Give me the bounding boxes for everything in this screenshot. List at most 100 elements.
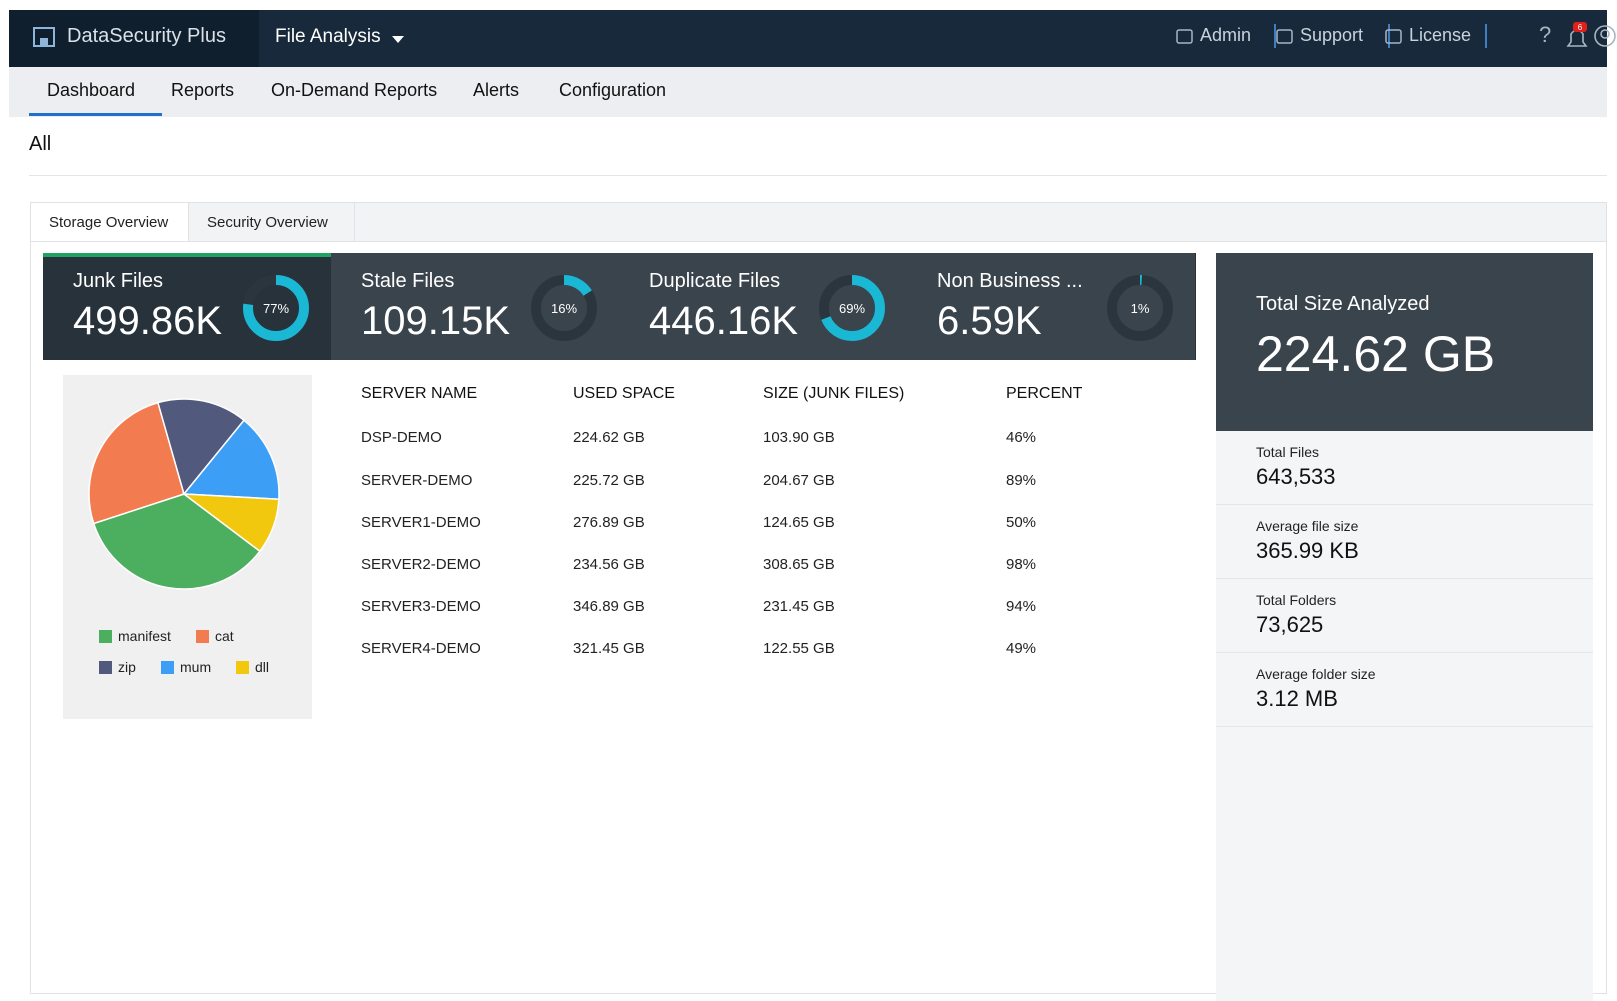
table-cell: 122.55 GB bbox=[763, 640, 835, 657]
table-cell: 98% bbox=[1006, 556, 1037, 573]
table-cell: 231.45 GB bbox=[763, 598, 835, 615]
donut-label: 69% bbox=[839, 301, 865, 316]
legend-label: mum bbox=[180, 659, 211, 675]
donut-arc bbox=[819, 275, 885, 341]
badge-count: 6 bbox=[1578, 23, 1583, 32]
legend-swatch bbox=[236, 661, 249, 674]
bell-shape bbox=[1566, 29, 1588, 47]
table-header: SIZE (JUNK FILES) bbox=[763, 385, 905, 402]
active-tab-indicator bbox=[29, 113, 162, 116]
summary-value: 224.62 GB bbox=[1256, 326, 1496, 382]
table-cell: 234.56 GB bbox=[573, 556, 645, 573]
donut-label: 16% bbox=[551, 301, 577, 316]
link-icon[interactable] bbox=[1383, 26, 1405, 48]
metric-card[interactable]: Duplicate Files 446.16K 69% bbox=[619, 253, 908, 360]
metric-card[interactable]: Stale Files 109.15K 16% bbox=[331, 253, 620, 360]
brand-area: DataSecurity Plus bbox=[9, 10, 259, 67]
icon-shape bbox=[1385, 29, 1402, 44]
subtab[interactable]: Security Overview bbox=[189, 203, 355, 241]
table-cell: 89% bbox=[1006, 472, 1037, 489]
card-value: 499.86K bbox=[73, 299, 223, 343]
content-panel: Storage Overview Security Overview manife… bbox=[30, 202, 1607, 1001]
separator bbox=[1485, 24, 1487, 48]
subtab-label[interactable]: Security Overview bbox=[207, 214, 328, 231]
table-cell: SERVER-DEMO bbox=[361, 472, 473, 489]
dropdown-arrow[interactable] bbox=[392, 34, 404, 44]
stat-value: 73,625 bbox=[1256, 612, 1324, 637]
header-link[interactable]: License bbox=[1409, 25, 1472, 45]
legend-label: zip bbox=[118, 659, 136, 675]
table-cell: 124.65 GB bbox=[763, 514, 835, 531]
donut: 69% bbox=[819, 275, 885, 341]
icon-shape bbox=[1176, 29, 1193, 44]
subtab-active[interactable]: Storage Overview bbox=[31, 203, 189, 241]
legend-label: dll bbox=[255, 659, 269, 675]
table-cell: SERVER2-DEMO bbox=[361, 556, 481, 573]
card-title: Stale Files bbox=[361, 270, 455, 292]
metric-card[interactable]: Junk Files 499.86K 77% bbox=[43, 253, 332, 360]
nav-tab[interactable]: Reports bbox=[171, 80, 235, 100]
donut-arc bbox=[531, 275, 597, 341]
header-link[interactable]: Support bbox=[1300, 25, 1364, 45]
table-cell: 50% bbox=[1006, 514, 1037, 531]
donut-arc bbox=[1107, 275, 1173, 341]
stat-label: Average file size bbox=[1256, 518, 1359, 534]
separator bbox=[1388, 24, 1390, 48]
table-cell: 94% bbox=[1006, 598, 1037, 615]
table-header: SERVER NAME bbox=[361, 385, 478, 402]
legend-label: cat bbox=[215, 628, 234, 644]
user-head bbox=[1600, 29, 1610, 39]
summary-title: Total Size Analyzed bbox=[1256, 293, 1430, 315]
pie-slice bbox=[92, 493, 261, 590]
table-cell: 321.45 GB bbox=[573, 640, 645, 657]
user-icon[interactable] bbox=[1593, 24, 1617, 48]
stat-label: Total Folders bbox=[1256, 592, 1337, 608]
legend-label: manifest bbox=[118, 628, 171, 644]
scope-label[interactable]: All bbox=[29, 133, 52, 155]
table-header: PERCENT bbox=[1006, 385, 1083, 402]
link-icon[interactable] bbox=[1174, 26, 1196, 48]
badge bbox=[1573, 22, 1587, 32]
icon-shape bbox=[1276, 29, 1293, 44]
brand-name: DataSecurity Plus bbox=[67, 25, 226, 47]
table-cell: 46% bbox=[1006, 429, 1037, 446]
stat-value: 3.12 MB bbox=[1256, 686, 1338, 711]
table-cell: SERVER3-DEMO bbox=[361, 598, 481, 615]
link-icon[interactable] bbox=[1274, 26, 1296, 48]
table-cell: SERVER4-DEMO bbox=[361, 640, 481, 657]
metric-card[interactable]: Non Business ... 6.59K 1% bbox=[907, 253, 1196, 360]
table-cell: 49% bbox=[1006, 640, 1037, 657]
card-title: Non Business ... bbox=[937, 270, 1083, 292]
summary-stats: Total Files 643,533 Average file size 365.9… bbox=[1216, 431, 1593, 1001]
notification-bell[interactable]: 6 bbox=[1564, 22, 1590, 52]
nav-tab[interactable]: Dashboard bbox=[47, 80, 136, 100]
nav-tab[interactable]: Configuration bbox=[559, 80, 667, 100]
nav-bar: Dashboard Reports On-Demand Reports Alerts C… bbox=[9, 67, 1607, 117]
divider bbox=[29, 175, 1607, 176]
nav-tab[interactable]: On-Demand Reports bbox=[271, 80, 438, 100]
stat-value: 365.99 KB bbox=[1256, 538, 1359, 563]
stat-label: Average folder size bbox=[1256, 666, 1376, 682]
header-link[interactable]: Admin bbox=[1200, 25, 1252, 45]
table-cell: 204.67 GB bbox=[763, 472, 835, 489]
card-value: 446.16K bbox=[649, 299, 799, 343]
table-cell: DSP-DEMO bbox=[361, 429, 442, 446]
legend-swatch bbox=[99, 661, 112, 674]
table-cell: 103.90 GB bbox=[763, 429, 835, 446]
donut: 77% bbox=[243, 275, 309, 341]
table-cell: 224.62 GB bbox=[573, 429, 645, 446]
donut-label: 77% bbox=[263, 301, 289, 316]
help-icon[interactable]: ? bbox=[1539, 22, 1552, 47]
stat-item: Total Folders 73,625 bbox=[1216, 579, 1593, 653]
stat-value: 643,533 bbox=[1256, 464, 1336, 489]
card-title: Duplicate Files bbox=[649, 270, 781, 292]
stat-item: Average folder size 3.12 MB bbox=[1216, 653, 1593, 727]
separator bbox=[1274, 24, 1276, 48]
nav-tab[interactable]: Alerts bbox=[473, 80, 520, 100]
card-value: 109.15K bbox=[361, 299, 511, 343]
subtab-label[interactable]: Storage Overview bbox=[49, 214, 169, 231]
legend-swatch bbox=[161, 661, 174, 674]
module-switcher[interactable]: File Analysis bbox=[275, 26, 381, 47]
